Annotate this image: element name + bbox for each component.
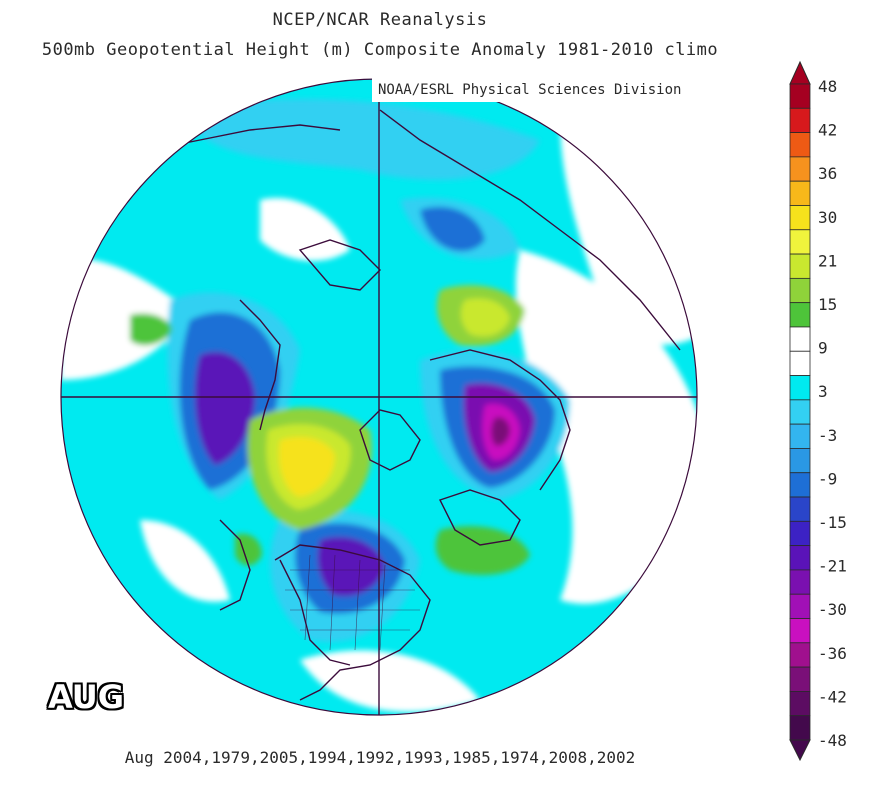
composite-years: Aug 2004,1979,2005,1994,1992,1993,1985,1…	[124, 748, 636, 767]
coastlines	[149, 109, 681, 701]
anomaly-field	[61, 79, 697, 715]
credit-label: NOAA/ESRL Physical Sciences Division	[372, 78, 708, 102]
title-line-2: 500mb Geopotential Height (m) Composite …	[41, 40, 719, 60]
month-label: AUG	[48, 678, 125, 716]
title-line-1: NCEP/NCAR Reanalysis	[272, 10, 488, 30]
